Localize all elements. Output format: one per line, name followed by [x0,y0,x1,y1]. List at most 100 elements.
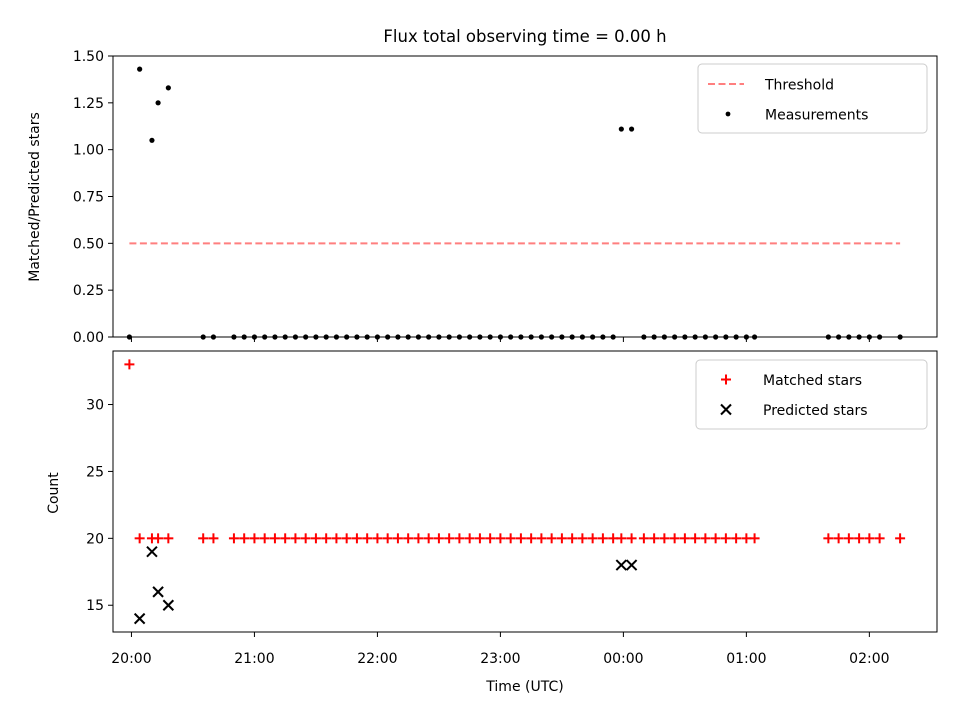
matched-star-marker [208,533,219,544]
predicted-stars-legend-swatch [720,403,732,416]
bottom-legend: Matched stars Predicted stars [695,359,928,430]
matched-star-marker [515,533,526,544]
matched-star-marker [864,533,875,544]
threshold-legend-label: Threshold [764,78,834,94]
bottom-y-axis-ticks: 15 20 25 30 [86,398,113,614]
matched-star-marker [362,533,373,544]
y-tick-label: 1.50 [73,49,104,65]
x-tick-label: 02:00 [849,651,889,667]
predicted-star-marker [162,599,175,611]
matched-star-marker [669,533,680,544]
matched-star-marker [854,533,865,544]
y-tick-label: 25 [86,464,104,480]
matched-star-marker [505,533,516,544]
measurement-point [628,126,635,132]
bottom-legend-box [695,359,928,430]
matched-star-marker [280,533,291,544]
matched-star-marker [454,533,465,544]
y-tick-label: 1.25 [73,96,104,112]
matched-star-marker [124,359,135,370]
matched-star-marker [700,533,711,544]
matched-star-marker [874,533,885,544]
flux-ratio-panel: Flux total observing time = 0.00 h Match… [27,27,938,346]
matched-star-marker [731,533,742,544]
measurement-point [155,100,161,106]
measurement-point [618,126,624,132]
y-tick-label: 0.50 [73,236,104,252]
matched-star-marker [843,533,854,544]
matched-star-marker [710,533,721,544]
matched-star-marker [567,533,578,544]
matched-star-marker [649,533,660,544]
matched-star-marker [331,533,342,544]
matched-star-marker [413,533,424,544]
matched-stars-legend-label: Matched stars [763,373,862,389]
top-legend-box [697,63,928,134]
matched-star-marker [495,533,506,544]
matched-star-marker [526,533,537,544]
top-legend: Threshold Measurements [697,63,928,134]
matched-star-marker [833,533,844,544]
matched-star-marker [228,533,239,544]
matched-star-marker [300,533,311,544]
bottom-plot-marks [124,359,906,625]
matched-star-marker [577,533,588,544]
matched-star-marker [372,533,383,544]
predicted-star-marker [625,559,638,571]
y-tick-label: 15 [86,598,104,614]
predicted-stars-legend-label: Predicted stars [763,403,868,419]
matched-star-marker [823,533,834,544]
matched-star-marker [587,533,598,544]
matched-star-marker [249,533,260,544]
y-axis-label-ratio: Matched/Predicted stars [27,112,43,282]
chart-title: Flux total observing time = 0.00 h [383,27,666,46]
matched-star-marker [464,533,475,544]
x-tick-label: 01:00 [726,651,766,667]
matched-star-marker [536,533,547,544]
matched-star-marker [341,533,352,544]
matched-star-marker [690,533,701,544]
x-tick-label: 21:00 [234,651,274,667]
y-tick-label: 30 [86,398,104,414]
star-count-panel: Count Time (UTC) 15 20 25 30 20:00 21:00 22:0… [46,350,938,695]
matched-stars-legend-swatch [721,374,731,385]
matched-star-marker [720,533,731,544]
measurements-legend-label: Measurements [765,108,868,124]
bottom-x-axis-ticks: 20:00 21:00 22:00 23:00 00:00 01:00 02:00 [111,632,890,667]
measurement-point [137,66,143,72]
bottom-plot-frame [112,350,938,633]
matched-star-marker [153,533,164,544]
matched-star-marker [423,533,434,544]
matched-star-marker [659,533,670,544]
matched-star-marker [638,533,649,544]
predicted-star-marker [133,612,146,625]
matched-star-marker [134,533,145,544]
matched-star-marker [351,533,362,544]
predicted-star-marker [615,559,628,571]
top-plot-frame [112,55,938,338]
x-axis-label-time: Time (UTC) [485,679,563,695]
predicted-star-marker [146,546,158,558]
matched-star-marker [444,533,455,544]
matched-star-marker [403,533,414,544]
x-tick-label: 00:00 [603,651,643,667]
y-axis-label-count: Count [46,472,62,514]
top-y-axis-ticks: 0.00 0.25 0.50 0.75 1.00 1.25 1.50 [73,49,113,346]
y-tick-label: 0.00 [73,330,104,346]
measurement-point [165,85,171,91]
matched-star-marker [321,533,332,544]
matched-star-marker [433,533,444,544]
y-tick-label: 0.75 [73,190,104,206]
matched-star-marker [382,533,393,544]
x-tick-label: 22:00 [357,651,397,667]
matched-star-marker [546,533,557,544]
matched-star-marker [616,533,627,544]
matched-star-marker [269,533,280,544]
matched-star-marker [163,533,174,544]
y-tick-label: 20 [86,531,104,547]
matched-star-marker [290,533,301,544]
matched-star-marker [679,533,690,544]
matched-star-marker [198,533,209,544]
matched-star-marker [310,533,321,544]
